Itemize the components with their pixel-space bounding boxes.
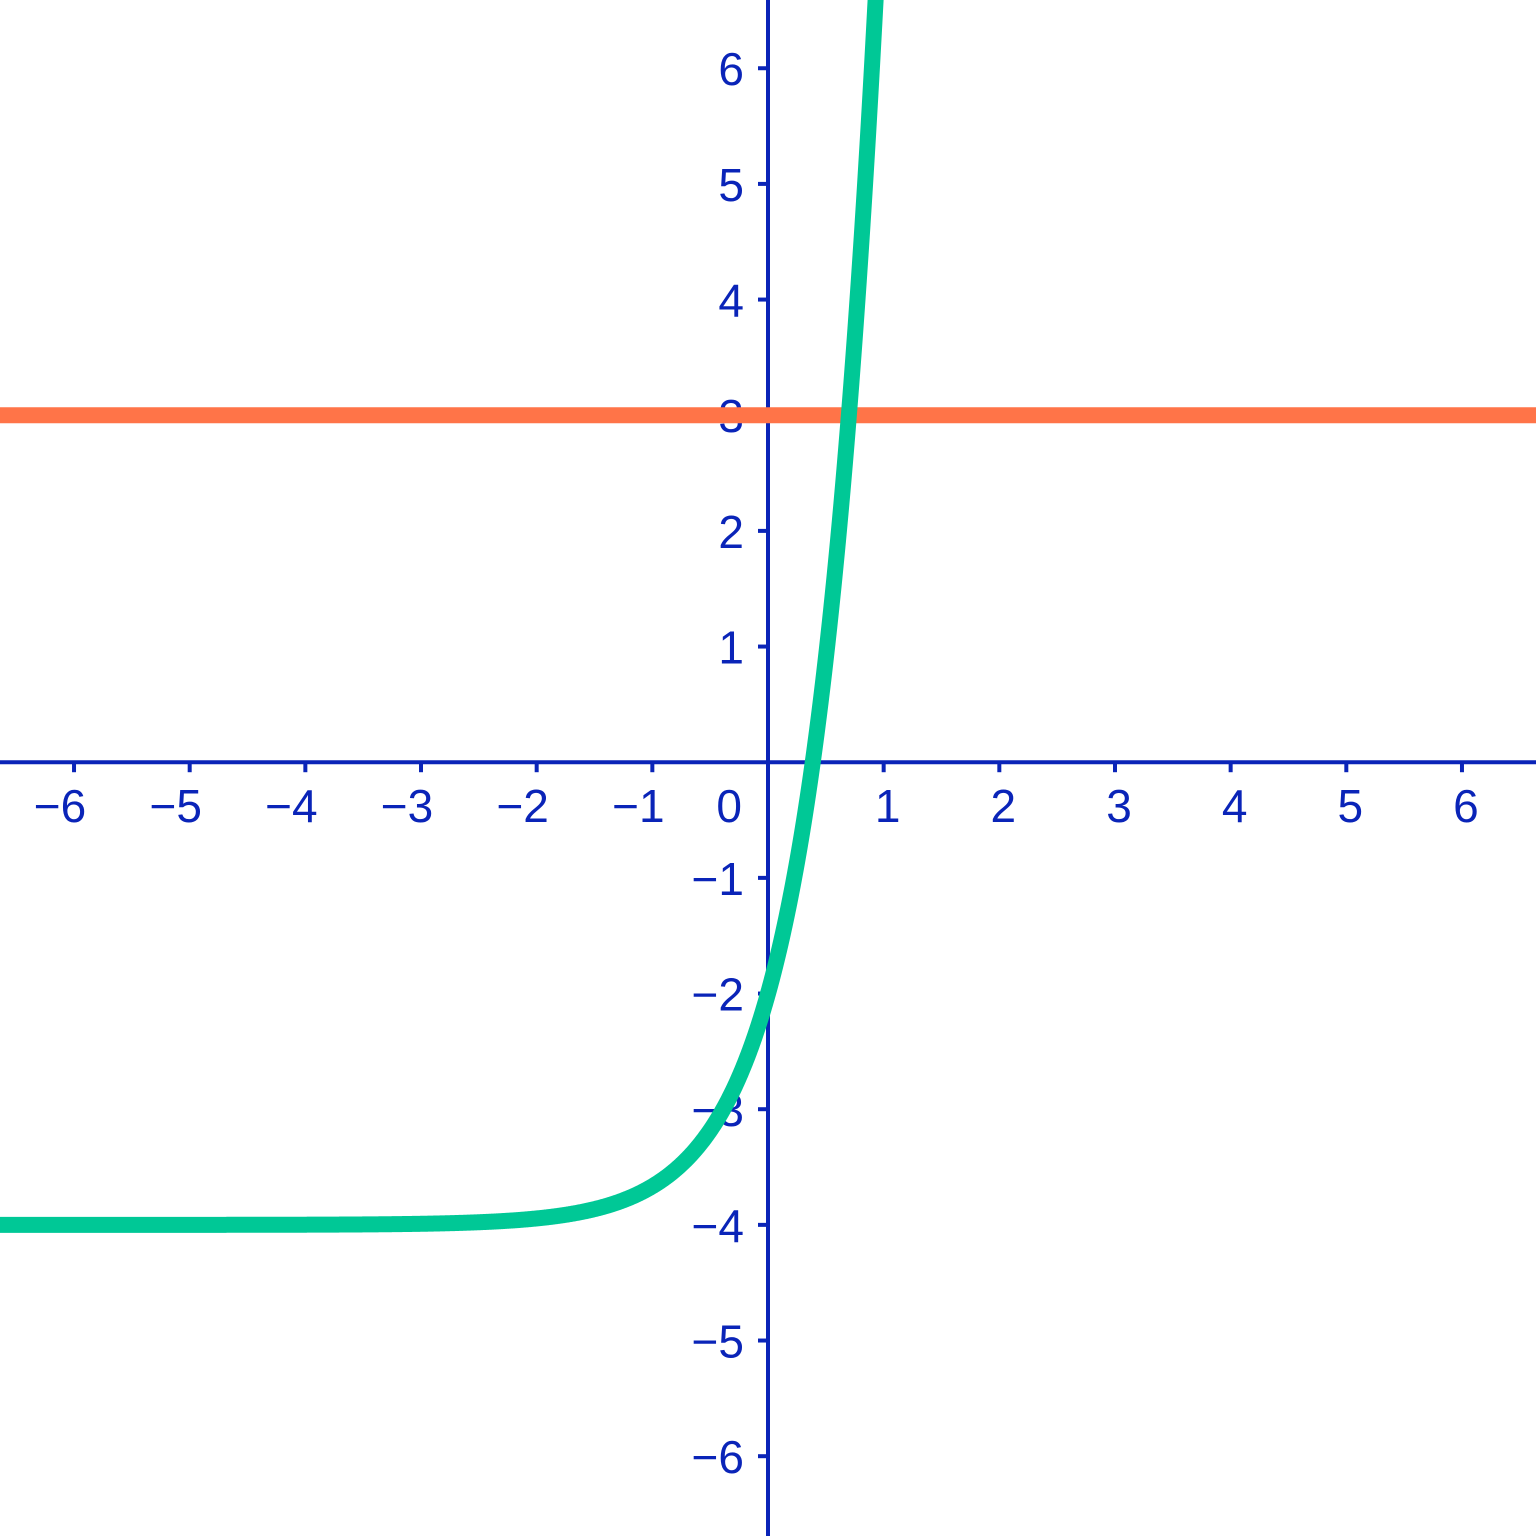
x-tick-label: 2 bbox=[991, 780, 1017, 832]
y-tick-label: −4 bbox=[692, 1200, 744, 1252]
y-tick-label: −1 bbox=[692, 853, 744, 905]
x-tick-label: 1 bbox=[875, 780, 901, 832]
y-tick-label: 2 bbox=[718, 506, 744, 558]
y-tick-label: −5 bbox=[692, 1316, 744, 1368]
y-tick-label: 5 bbox=[718, 159, 744, 211]
x-tick-label: −5 bbox=[149, 780, 201, 832]
x-tick-label: 4 bbox=[1222, 780, 1248, 832]
y-tick-label: 1 bbox=[718, 622, 744, 674]
x-tick-label: −2 bbox=[496, 780, 548, 832]
exponential-curve bbox=[0, 0, 884, 1233]
x-tick-label: −1 bbox=[612, 780, 664, 832]
x-tick-label: 5 bbox=[1338, 780, 1364, 832]
y-tick-label: 6 bbox=[718, 43, 744, 95]
y-tick-label: −6 bbox=[692, 1431, 744, 1483]
x-tick-label: −4 bbox=[265, 780, 317, 832]
x-tick-label: −3 bbox=[381, 780, 433, 832]
y-tick-label: −2 bbox=[692, 969, 744, 1021]
y-tick-label: 4 bbox=[718, 275, 744, 327]
origin-label: 0 bbox=[716, 780, 742, 832]
x-tick-label: 3 bbox=[1106, 780, 1132, 832]
x-tick-label: 6 bbox=[1453, 780, 1479, 832]
x-tick-label: −6 bbox=[34, 780, 86, 832]
